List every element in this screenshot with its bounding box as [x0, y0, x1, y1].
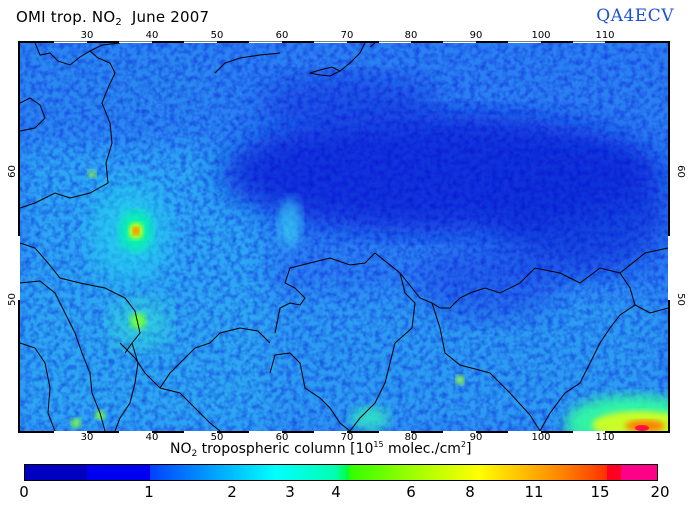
no2-field [20, 43, 668, 431]
lat-tick-label: 60 [674, 165, 686, 178]
colorbar-title: NO2 tropospheric column [1015 molec./cm2… [170, 440, 472, 459]
colorbar-tick-label: 15 [590, 483, 610, 501]
lon-tick-label: 40 [145, 30, 159, 41]
lon-tick-label: 80 [404, 432, 418, 443]
brand-logo: QA4ECV [596, 6, 674, 26]
lon-tick-label: 70 [340, 30, 354, 41]
colorbar-tick-label: 6 [406, 483, 416, 501]
lon-tick-label: 100 [531, 30, 551, 41]
colorbar-segment [479, 465, 607, 480]
colorbar-tick-label: 11 [524, 483, 544, 501]
colorbar-segment [150, 465, 275, 480]
lon-tick-label: 110 [595, 432, 615, 443]
colorbar-tick-label: 20 [650, 483, 670, 501]
colorbar-segment [621, 465, 657, 480]
colorbar-tick-label: 3 [285, 483, 295, 501]
colorbar [24, 464, 658, 481]
lon-tick-label: 50 [210, 30, 224, 41]
colorbar-tick-label: 8 [465, 483, 475, 501]
lon-tick-label: 70 [340, 432, 354, 443]
lon-tick-label: 90 [469, 30, 483, 41]
colorbar-segment [349, 465, 479, 480]
colorbar-tick-label: 0 [19, 483, 29, 501]
lon-tick-label: 90 [469, 432, 483, 443]
colorbar-segment [335, 465, 349, 480]
lat-tick-label: 50 [674, 293, 686, 306]
colorbar-tick-label: 4 [331, 483, 341, 501]
map-title: OMI trop. NO2 June 2007 [16, 8, 210, 28]
lon-tick-label: 110 [595, 30, 615, 41]
lon-tick-label: 50 [210, 432, 224, 443]
colorbar-tick-label: 1 [144, 483, 154, 501]
lon-tick-label: 30 [80, 30, 94, 41]
no2-map [20, 43, 668, 431]
colorbar-segment [275, 465, 335, 480]
colorbar-segment [25, 465, 87, 480]
lon-tick-label: 60 [275, 432, 289, 443]
lon-tick-label: 80 [404, 30, 418, 41]
colorbar-tick-label: 2 [227, 483, 237, 501]
lon-tick-label: 100 [531, 432, 551, 443]
lat-tick-label: 50 [6, 293, 18, 306]
lon-tick-label: 30 [80, 432, 94, 443]
colorbar-segment [607, 465, 621, 480]
colorbar-segment [87, 465, 150, 480]
lat-tick-label: 60 [6, 165, 18, 178]
lon-tick-label: 60 [275, 30, 289, 41]
lon-tick-label: 40 [145, 432, 159, 443]
